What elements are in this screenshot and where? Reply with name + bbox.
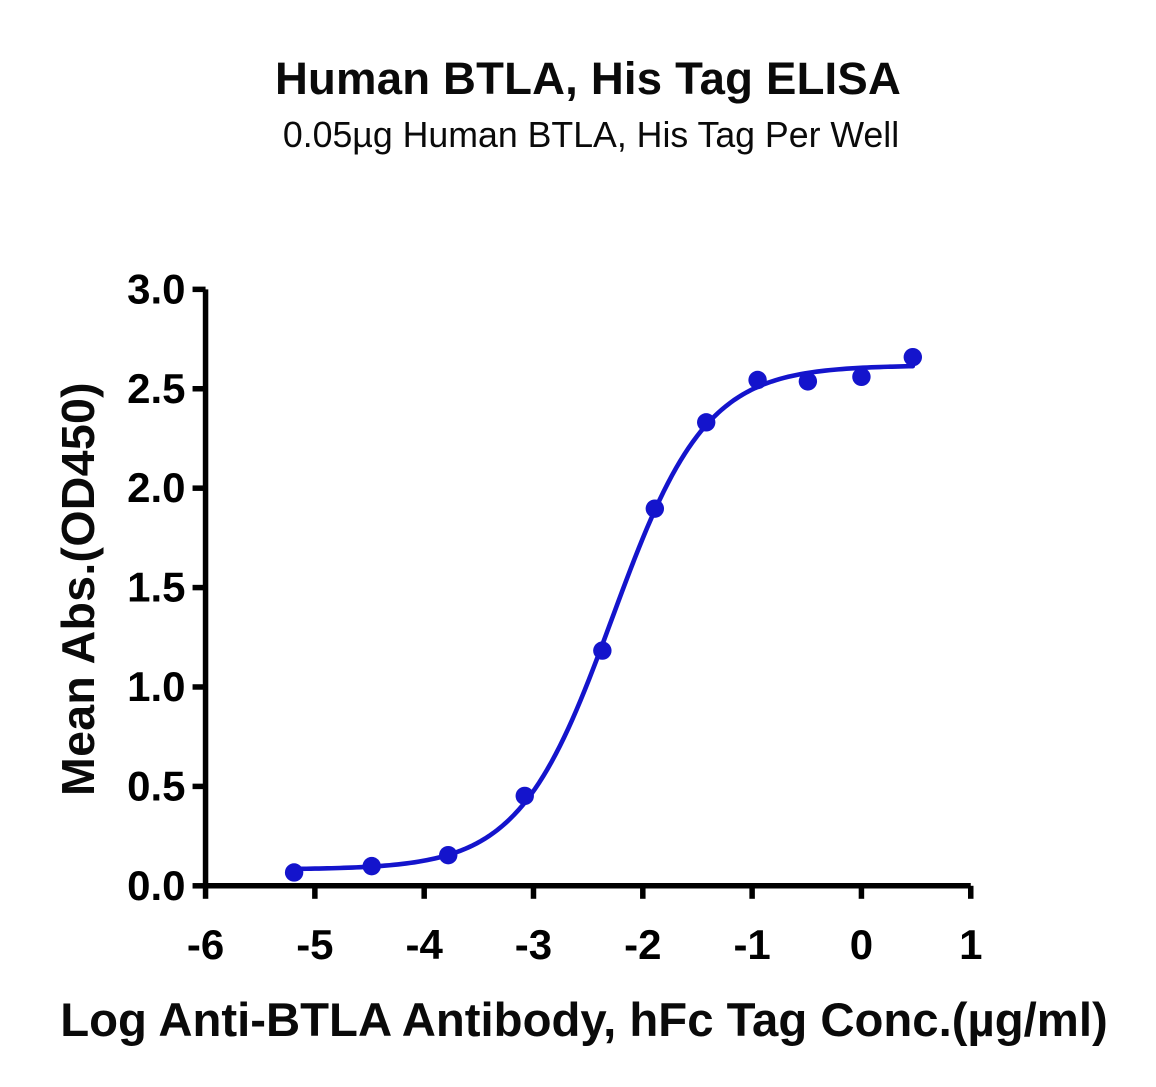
svg-text:-3: -3	[515, 921, 552, 968]
svg-text:2.5: 2.5	[127, 365, 185, 412]
svg-text:1.0: 1.0	[127, 663, 185, 710]
svg-text:1.5: 1.5	[127, 564, 185, 611]
svg-text:1: 1	[959, 921, 982, 968]
svg-text:0.0: 0.0	[127, 862, 185, 909]
svg-text:-6: -6	[187, 921, 224, 968]
svg-text:0.5: 0.5	[127, 762, 185, 809]
svg-text:-1: -1	[733, 921, 770, 968]
svg-text:2.0: 2.0	[127, 464, 185, 511]
svg-text:-2: -2	[624, 921, 661, 968]
svg-text:-5: -5	[296, 921, 333, 968]
svg-text:0: 0	[850, 921, 873, 968]
svg-text:-4: -4	[406, 921, 444, 968]
svg-text:3.0: 3.0	[127, 265, 185, 312]
